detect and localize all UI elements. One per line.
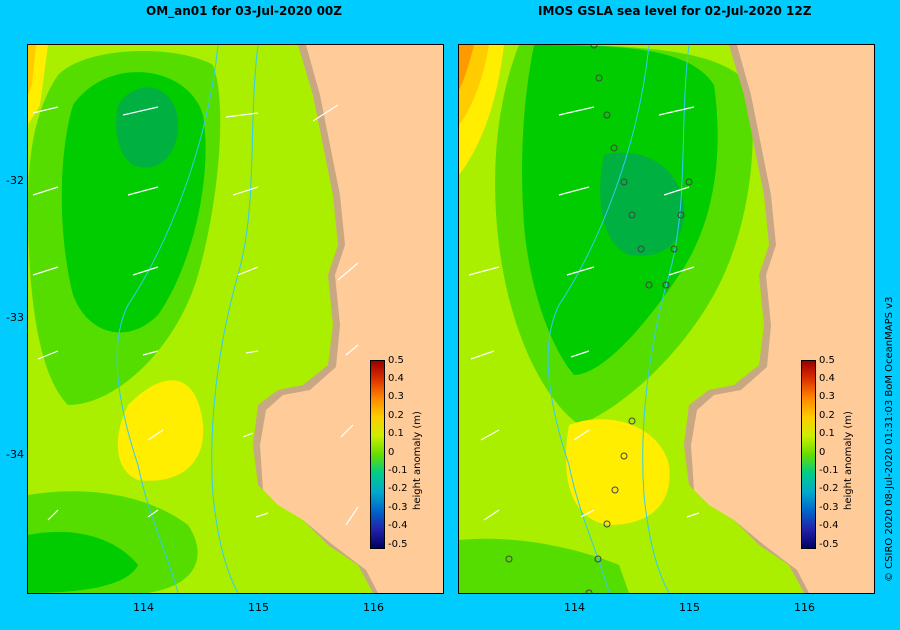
- left-colorbar-title: height anomaly (m): [412, 411, 423, 510]
- y-tick-33: -33: [6, 311, 24, 324]
- credit-text: © CSIRO 2020 08-Jul-2020 01:31:03 BoM Oc…: [884, 296, 895, 582]
- left-colorbar: [370, 360, 385, 549]
- y-tick-34: -34: [6, 448, 24, 461]
- right-x-tick-116: 116: [794, 601, 815, 614]
- right-colorbar-title: height anomaly (m): [843, 411, 854, 510]
- left-x-tick-115: 115: [248, 601, 269, 614]
- left-x-tick-114: 114: [133, 601, 154, 614]
- left-map-title: OM_an01 for 03-Jul-2020 00Z: [146, 4, 342, 18]
- right-map: [458, 44, 875, 594]
- left-x-tick-116: 116: [363, 601, 384, 614]
- right-map-title: IMOS GSLA sea level for 02-Jul-2020 12Z: [538, 4, 812, 18]
- right-x-tick-114: 114: [564, 601, 585, 614]
- y-tick-32: -32: [6, 174, 24, 187]
- right-x-tick-115: 115: [679, 601, 700, 614]
- right-colorbar: [801, 360, 816, 549]
